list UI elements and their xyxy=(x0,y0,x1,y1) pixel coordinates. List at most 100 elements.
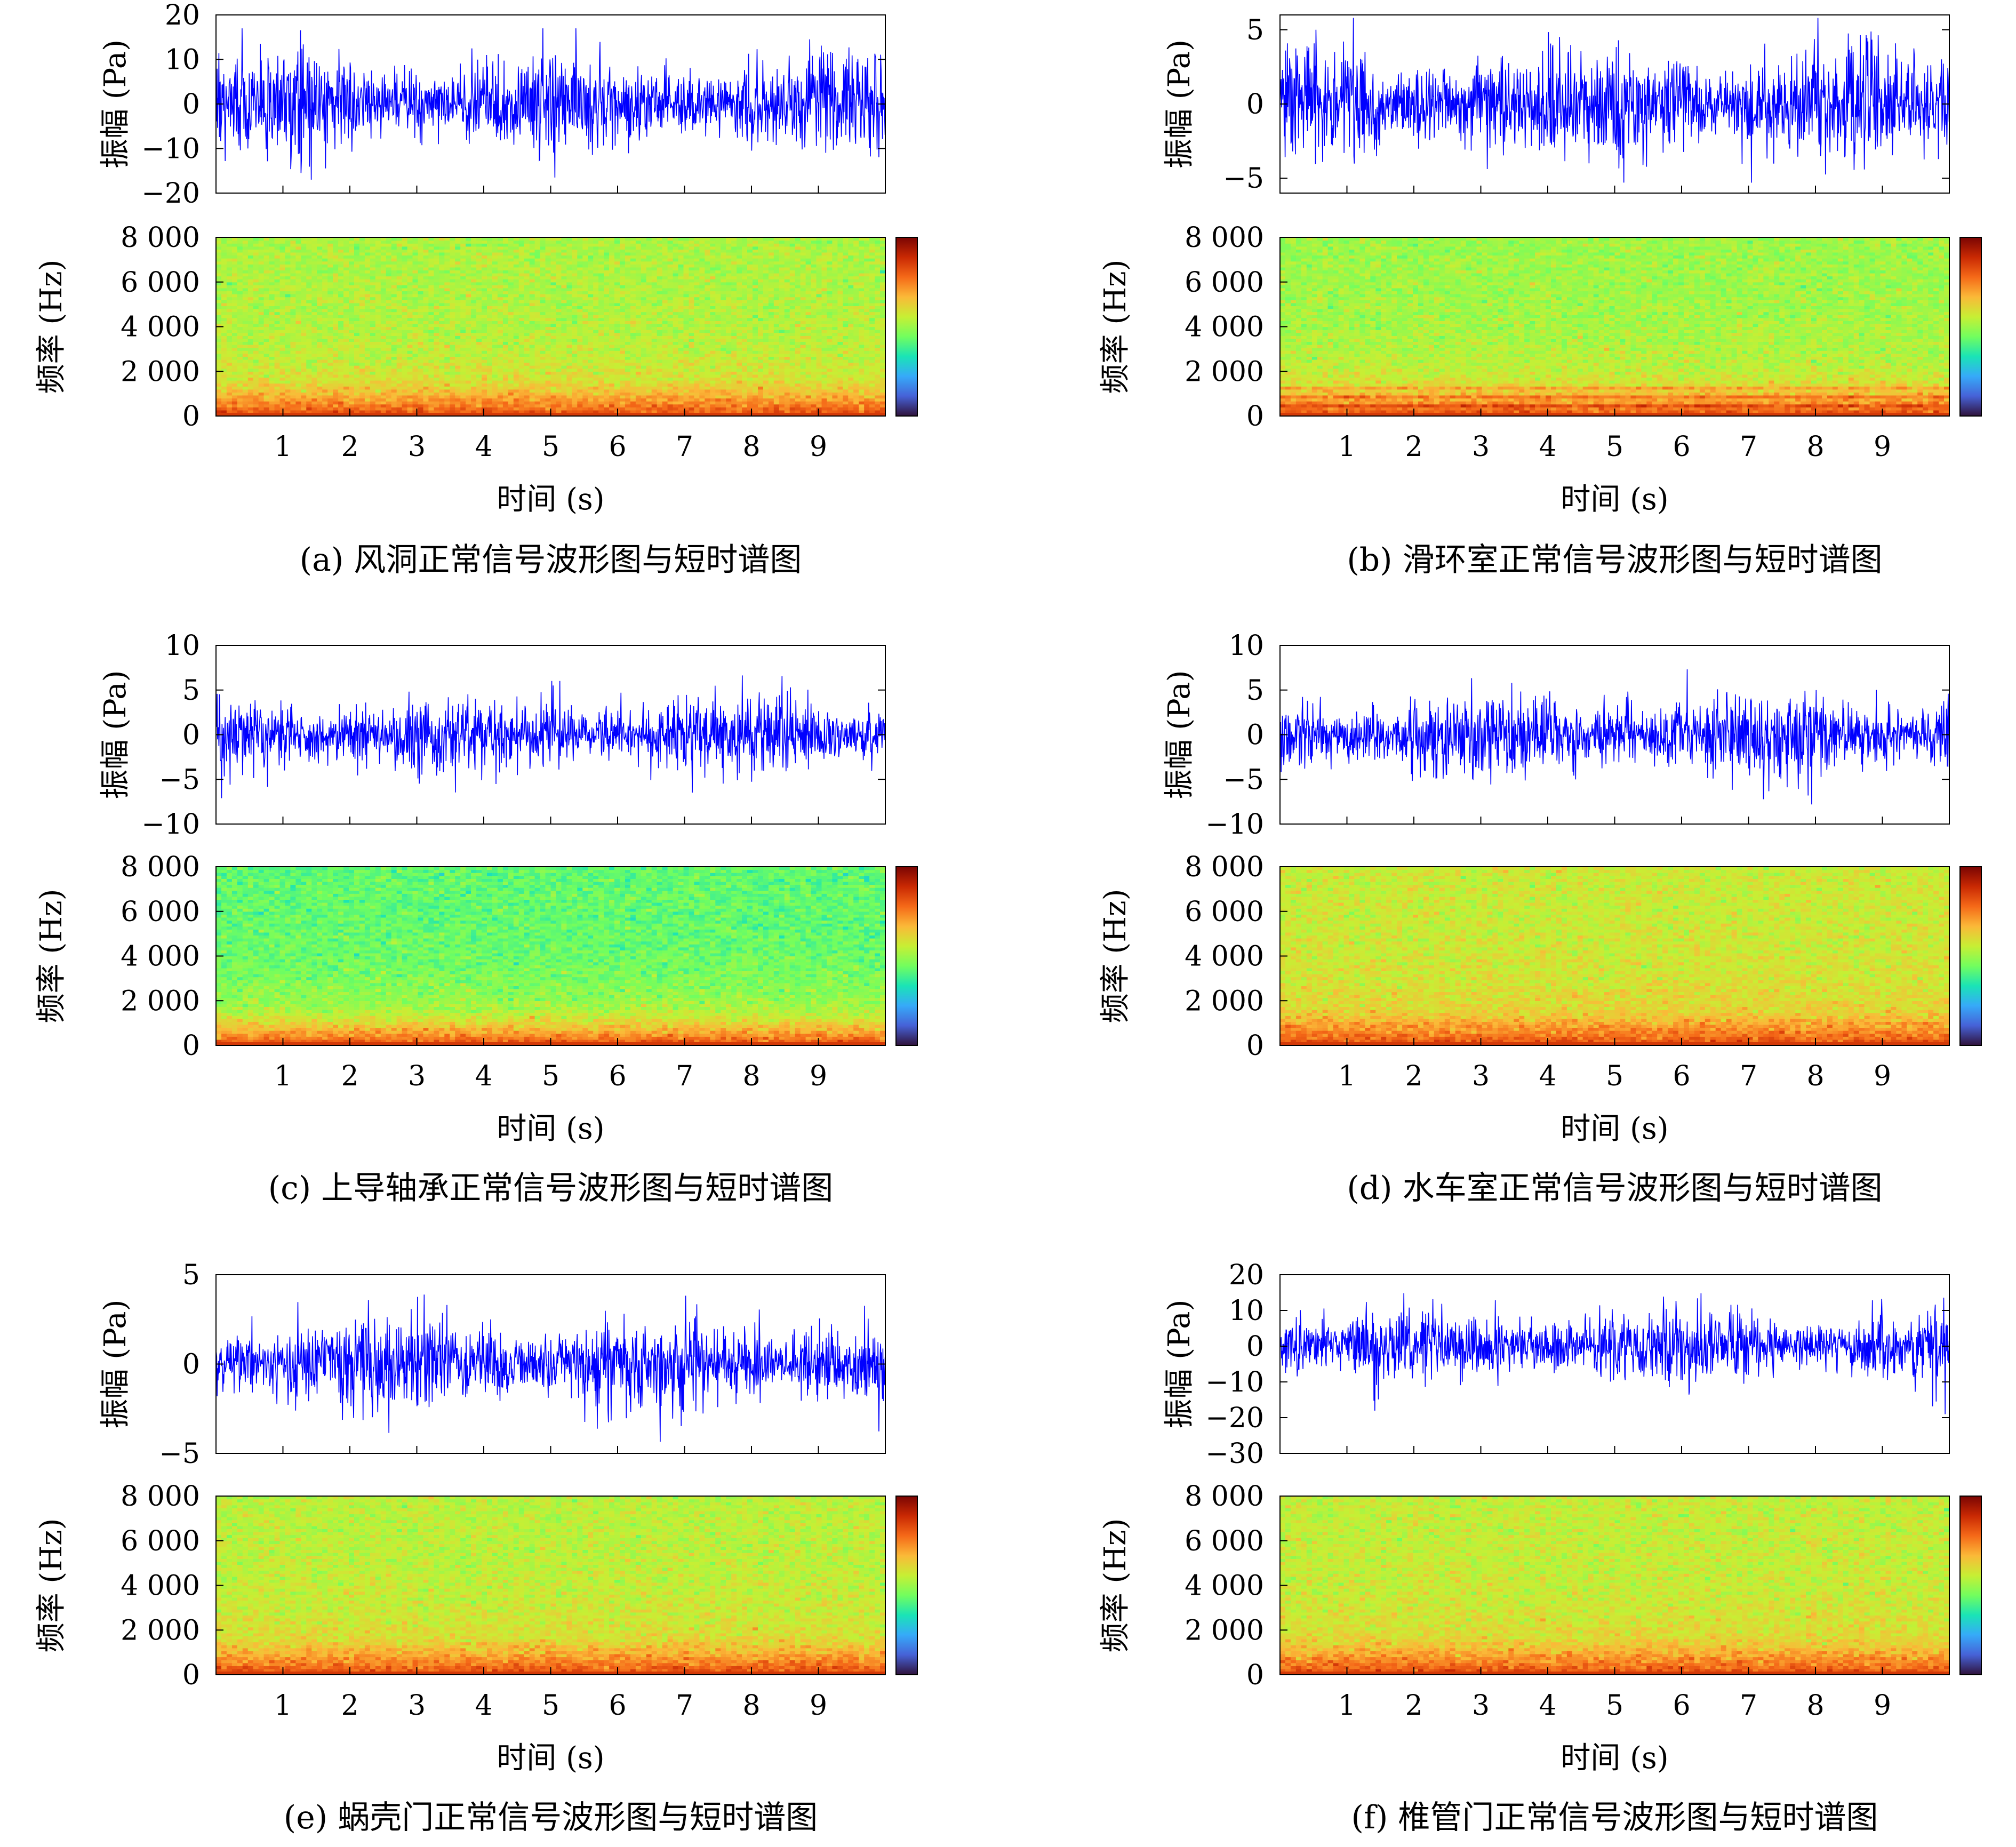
spectrogram-ylabel: 频率 (Hz) xyxy=(1098,260,1133,394)
waveform-ytick-label: −30 xyxy=(1205,1438,1264,1470)
waveform-series xyxy=(1280,669,1949,804)
xlabel: 时间 (s) xyxy=(497,1741,604,1776)
xtick-label: 2 xyxy=(341,1690,358,1722)
xtick-label: 2 xyxy=(341,1060,358,1092)
spectrogram-ytick-label: 8 000 xyxy=(1185,851,1264,883)
xtick-label: 8 xyxy=(742,431,760,463)
waveform-ytick-label: −10 xyxy=(141,133,200,165)
spectrogram-ytick-label: 0 xyxy=(182,1030,200,1062)
panel-caption: (c) 上导轴承正常信号波形图与短时谱图 xyxy=(268,1170,834,1207)
xtick-label: 4 xyxy=(1539,1060,1556,1092)
spectrogram-ytick-label: 6 000 xyxy=(121,1525,200,1557)
xtick-label: 6 xyxy=(609,1690,626,1722)
xlabel: 时间 (s) xyxy=(497,1112,604,1146)
spectrogram-ytick-label: 8 000 xyxy=(1185,1481,1264,1513)
xtick-label: 6 xyxy=(1673,431,1690,463)
xtick-label: 8 xyxy=(1806,1690,1824,1722)
waveform-ytick-label: 0 xyxy=(1246,89,1264,121)
colorbar xyxy=(896,237,917,416)
waveform-ytick-label: −5 xyxy=(1223,764,1264,796)
xtick-label: 1 xyxy=(1338,1690,1356,1722)
waveform-ytick-label: −20 xyxy=(1205,1402,1264,1434)
waveform-ytick-label: −20 xyxy=(141,178,200,210)
xtick-label: 4 xyxy=(475,1690,492,1722)
waveform-ytick-label: 20 xyxy=(165,0,200,31)
spectrogram-ytick-label: 8 000 xyxy=(121,1481,200,1513)
xtick-label: 1 xyxy=(274,1690,292,1722)
waveform-ytick-label: 5 xyxy=(1246,675,1264,707)
xtick-label: 8 xyxy=(742,1060,760,1092)
waveform-ytick-label: 5 xyxy=(1246,14,1264,46)
xtick-label: 9 xyxy=(1874,1060,1891,1092)
xtick-label: 7 xyxy=(1740,431,1757,463)
waveform-ytick-label: 10 xyxy=(1229,1295,1264,1327)
waveform-ytick-label: 5 xyxy=(182,1259,200,1291)
waveform-ytick-label: 10 xyxy=(165,630,200,662)
spectrogram-ytick-label: 0 xyxy=(182,401,200,433)
xtick-label: 1 xyxy=(274,1060,292,1092)
xtick-label: 3 xyxy=(408,1690,426,1722)
xlabel: 时间 (s) xyxy=(1561,482,1668,517)
spectrogram-ytick-label: 2 000 xyxy=(1185,1614,1264,1646)
xtick-label: 5 xyxy=(542,1060,559,1092)
panel-caption: (b) 滑环室正常信号波形图与短时谱图 xyxy=(1347,541,1882,579)
xtick-label: 6 xyxy=(1673,1060,1690,1092)
panel-caption: (d) 水车室正常信号波形图与短时谱图 xyxy=(1347,1170,1882,1207)
waveform-ytick-label: −5 xyxy=(159,1438,200,1470)
xtick-label: 9 xyxy=(810,1690,827,1722)
spectrogram-ytick-label: 4 000 xyxy=(121,311,200,343)
spectrogram-ylabel: 频率 (Hz) xyxy=(34,260,69,394)
spectrogram-ytick-label: 0 xyxy=(1246,401,1264,433)
xtick-label: 3 xyxy=(1472,431,1490,463)
waveform-ytick-label: −5 xyxy=(1223,163,1264,195)
spectrogram-ytick-label: 2 000 xyxy=(121,356,200,388)
xtick-label: 5 xyxy=(1606,1690,1623,1722)
spectrogram-ytick-label: 2 000 xyxy=(1185,356,1264,388)
waveform-ylabel: 振幅 (Pa) xyxy=(1162,39,1197,169)
waveform-ytick-label: 0 xyxy=(182,1349,200,1381)
xtick-label: 1 xyxy=(1338,431,1356,463)
spectrogram-heatmap xyxy=(1280,867,1950,1046)
waveform-ylabel: 振幅 (Pa) xyxy=(98,39,133,169)
xtick-label: 8 xyxy=(742,1690,760,1722)
waveform-ylabel: 振幅 (Pa) xyxy=(1162,670,1197,799)
xtick-label: 3 xyxy=(1472,1060,1490,1092)
waveform-ylabel: 振幅 (Pa) xyxy=(98,1299,133,1428)
xtick-label: 7 xyxy=(1740,1060,1757,1092)
xtick-label: 8 xyxy=(1806,1060,1824,1092)
waveform-series xyxy=(1280,18,1949,183)
xtick-label: 4 xyxy=(475,1060,492,1092)
waveform-ytick-label: 5 xyxy=(182,675,200,707)
xlabel: 时间 (s) xyxy=(497,482,604,517)
waveform-ytick-label: −10 xyxy=(1205,809,1264,841)
xtick-label: 3 xyxy=(1472,1690,1490,1722)
spectrogram-ytick-label: 8 000 xyxy=(121,222,200,254)
xtick-label: 6 xyxy=(609,1060,626,1092)
xtick-label: 9 xyxy=(1874,1690,1891,1722)
spectrogram-ytick-label: 2 000 xyxy=(1185,985,1264,1017)
spectrogram-ytick-label: 4 000 xyxy=(1185,941,1264,973)
xtick-label: 3 xyxy=(408,1060,426,1092)
panel-caption: (e) 蜗壳门正常信号波形图与短时谱图 xyxy=(284,1799,818,1836)
spectrogram-heatmap xyxy=(216,867,886,1046)
spectrogram-ytick-label: 0 xyxy=(182,1659,200,1691)
xtick-label: 5 xyxy=(542,1690,559,1722)
xtick-label: 9 xyxy=(1874,431,1891,463)
xtick-label: 2 xyxy=(1405,1060,1422,1092)
xtick-label: 7 xyxy=(676,431,693,463)
spectrogram-ytick-label: 4 000 xyxy=(1185,1570,1264,1602)
spectrogram-ytick-label: 6 000 xyxy=(121,896,200,928)
spectrogram-ytick-label: 4 000 xyxy=(1185,311,1264,343)
waveform-ytick-label: 0 xyxy=(182,89,200,121)
spectrogram-heatmap xyxy=(1280,1496,1950,1675)
spectrogram-heatmap xyxy=(216,1496,886,1675)
xtick-label: 2 xyxy=(341,431,358,463)
spectrogram-ytick-label: 8 000 xyxy=(1185,222,1264,254)
waveform-ytick-label: 10 xyxy=(165,44,200,76)
xtick-label: 6 xyxy=(1673,1690,1690,1722)
xtick-label: 5 xyxy=(542,431,559,463)
